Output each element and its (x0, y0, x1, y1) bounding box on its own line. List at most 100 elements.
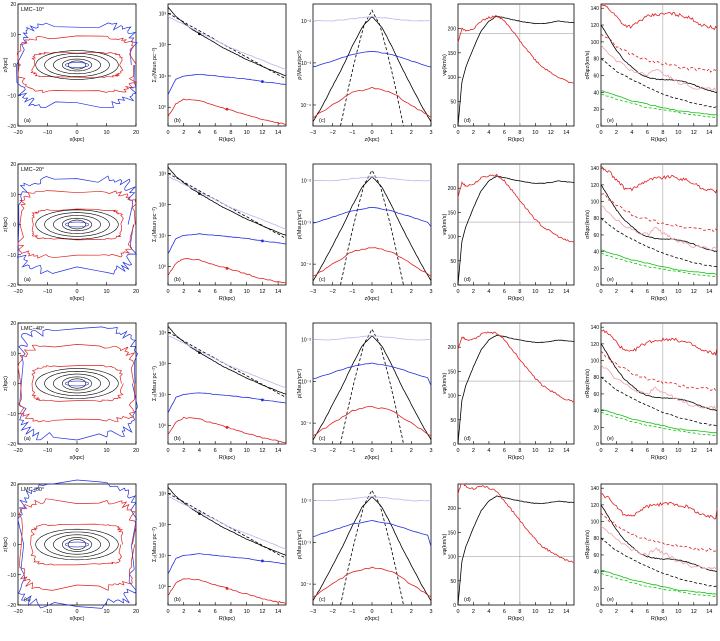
c-series-sech-fit (340, 9, 404, 127)
b-x-ticklabel: 2 (182, 289, 185, 295)
panel-letter: (c) (319, 118, 326, 124)
d-y-ticklabel: 50 (450, 100, 456, 106)
panel-e-row2: (e)0 2 4 6 8 10 12 14020406080100120140R(kpc)σR… (585, 163, 718, 302)
c-x-ticklabel: 2 (410, 289, 413, 295)
d-series-rotation (457, 15, 575, 127)
a-red-outer-contour (18, 498, 137, 591)
a-black-contour (44, 53, 110, 77)
panel-letter: (c) (319, 277, 326, 283)
e-y-ticklabel: 0 (596, 124, 599, 130)
b-scale-length-marker (225, 266, 229, 270)
a-y-ticklabel: 0 (13, 543, 16, 549)
a-y-ticklabel: 20 (10, 162, 16, 168)
e-series-red-solid (600, 329, 718, 356)
a-x-ticklabel: 0 (75, 448, 78, 454)
b-xlabel: R(kpc) (219, 616, 235, 622)
c-y-ticklabel: 10⁻³ (301, 61, 311, 67)
d-x-ticklabel: 12 (548, 289, 554, 295)
b-series-disc-lavender (167, 15, 287, 71)
panel-frame (167, 163, 287, 286)
panel-letter: (b) (174, 436, 181, 442)
a-black-contour (62, 537, 93, 552)
d-ylabel: vφ(km/s) (442, 373, 448, 395)
d-y-ticklabel: 0 (453, 124, 456, 130)
a-black-contour (53, 55, 101, 75)
d-y-ticklabel: 100 (448, 394, 457, 400)
c-x-ticklabel: −1 (349, 448, 355, 454)
a-y-ticklabel: −20 (8, 442, 17, 448)
b-series-disc-lavender (167, 176, 287, 230)
a-black-contour (62, 58, 93, 72)
e-x-ticklabel: 14 (706, 609, 712, 615)
d-series-rotation (457, 334, 574, 445)
e-y-ticklabel: 40 (593, 90, 599, 96)
a-y-ticklabel: −10 (8, 412, 17, 418)
d-x-ticklabel: 6 (503, 609, 506, 615)
e-series-red-dashed (600, 193, 718, 232)
d-x-ticklabel: 0 (456, 609, 459, 615)
panel-letter: (d) (464, 277, 471, 283)
a-x-ticklabel: −20 (13, 289, 22, 295)
e-series-sigma-phi (600, 58, 718, 108)
panel-letter: (b) (174, 118, 181, 124)
a-y-ticklabel: −20 (8, 603, 17, 609)
a-black-contour (44, 531, 110, 558)
b-x-ticklabel: 2 (182, 609, 185, 615)
b-x-ticklabel: 12 (259, 289, 265, 295)
a-y-ticklabel: 10 (10, 192, 16, 198)
d-y-ticklabel: 100 (448, 75, 457, 81)
b-series-red-component (167, 258, 287, 284)
a-x-ticklabel: 10 (103, 448, 109, 454)
d-y-ticklabel: 200 (448, 26, 457, 32)
e-y-ticklabel: 100 (591, 359, 600, 365)
d-y-ticklabel: 100 (448, 235, 457, 241)
d-y-ticklabel: 50 (450, 579, 456, 585)
c-y-ticklabel: 10⁻³ (301, 379, 311, 385)
e-y-ticklabel: 120 (591, 342, 600, 348)
panel-d-row2: (d) 0 2 4 6 8 10 12 14 0 50 100 150 200 R(kpc) vφ(km/s) (442, 163, 575, 302)
c-y-ticklabel: 10⁻² (301, 179, 311, 185)
e-series-sigma-phi (600, 217, 718, 267)
a-black-contour (53, 534, 101, 555)
panel-e-row4: (e)0 2 4 6 8 10 12 14020406080100120140R(kpc)σR… (585, 483, 718, 622)
e-x-ticklabel: 12 (691, 130, 697, 136)
d-x-ticklabel: 4 (487, 289, 490, 295)
c-ylabel: ρ(Msun/pc³) (297, 369, 303, 399)
b-x-ticklabel: 2 (182, 448, 185, 454)
d-x-ticklabel: 0 (456, 448, 459, 454)
d-xlabel: R(kpc) (508, 455, 524, 461)
a-y-ticklabel: −20 (8, 283, 17, 289)
a-y-ticklabel: 20 (10, 321, 16, 327)
e-x-ticklabel: 4 (630, 448, 633, 454)
a-blue-core-contour (64, 541, 90, 548)
e-y-ticklabel: 120 (591, 183, 600, 189)
d-y-ticklabel: 50 (450, 418, 456, 424)
a-x-ticklabel: 20 (133, 609, 139, 615)
b-x-ticklabel: 0 (166, 448, 169, 454)
panel-letter: (b) (174, 597, 181, 603)
d-x-ticklabel: 2 (472, 609, 475, 615)
e-ylabel: σRφz(km/s) (585, 530, 591, 559)
d-x-ticklabel: 0 (456, 130, 459, 136)
b-series-blue-component (167, 553, 287, 575)
b-x-ticklabel: 14 (275, 448, 281, 454)
d-series-lag (457, 331, 575, 403)
e-series-green (600, 408, 718, 434)
c-x-ticklabel: −3 (310, 609, 316, 615)
b-y-ticklabel: 10⁰ (158, 105, 166, 111)
e-x-ticklabel: 10 (675, 130, 681, 136)
d-x-ticklabel: 6 (503, 289, 506, 295)
b-y-ticklabel: 10¹ (159, 553, 167, 559)
c-x-ticklabel: 2 (410, 448, 413, 454)
c-xlabel: z(kpc) (365, 296, 380, 302)
c-x-ticklabel: 0 (370, 289, 373, 295)
e-series-sigma-phi (600, 376, 718, 427)
e-series-red-solid (600, 3, 718, 31)
c-x-ticklabel: 3 (429, 289, 432, 295)
c-x-ticklabel: −2 (330, 609, 336, 615)
a-black-contour (44, 212, 110, 237)
e-x-ticklabel: 12 (691, 609, 697, 615)
e-y-ticklabel: 40 (593, 250, 599, 256)
e-y-ticklabel: 80 (593, 536, 599, 542)
row-label: LMC−60° (21, 487, 44, 493)
